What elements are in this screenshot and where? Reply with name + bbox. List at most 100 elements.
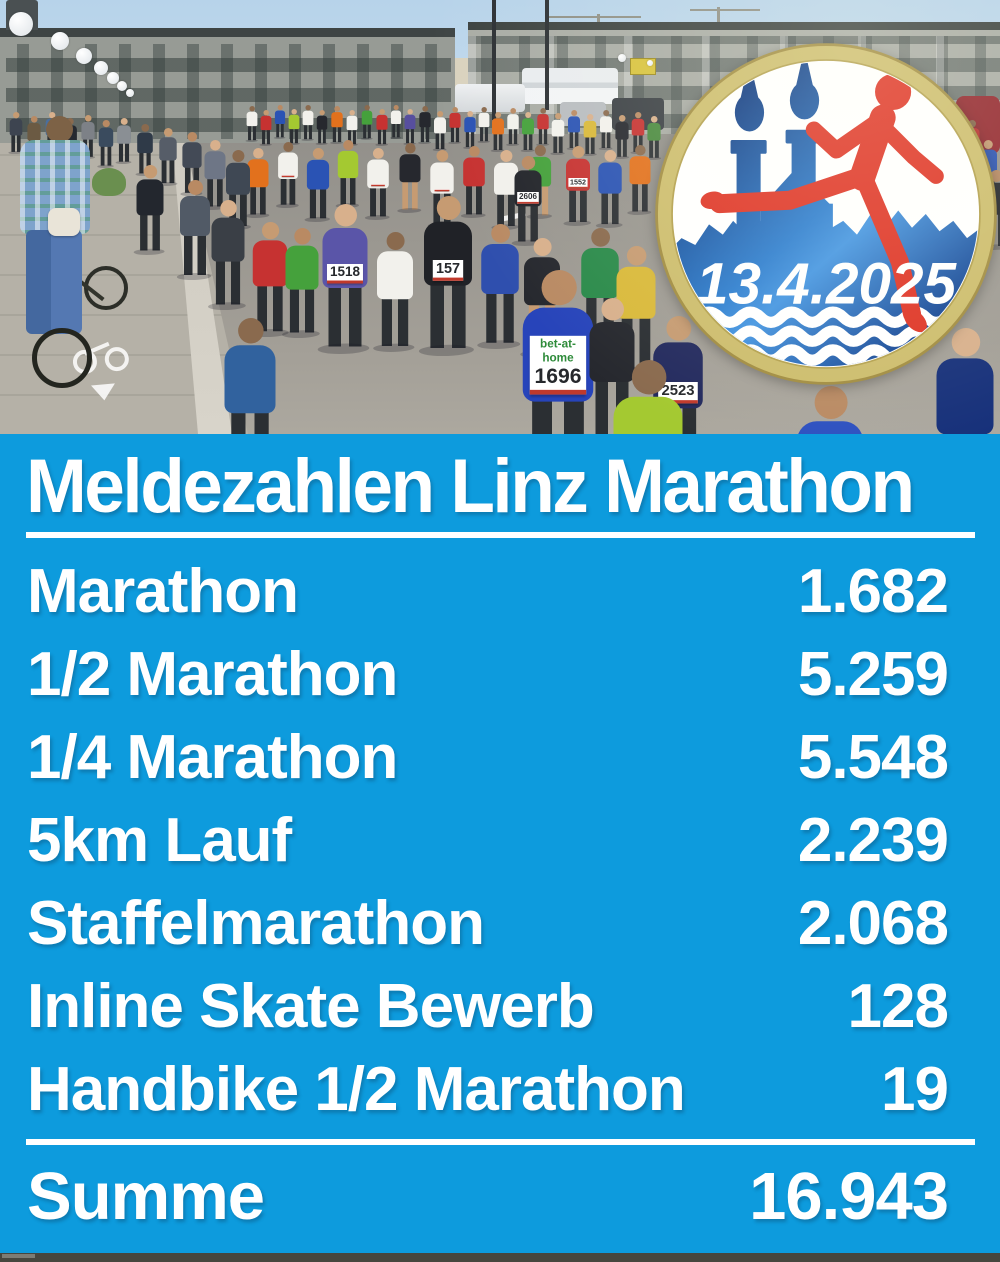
runner-shirt (376, 114, 388, 130)
runner-shirt (306, 159, 330, 190)
runner-head (249, 106, 255, 112)
runner-legs (497, 194, 515, 226)
runner-head (650, 116, 658, 123)
runner-shirt (449, 112, 461, 128)
runner-shirt (98, 127, 114, 147)
runner-head (372, 148, 384, 159)
runner-legs (289, 288, 315, 333)
runner-legs (262, 129, 270, 145)
runner-figure (336, 140, 360, 205)
runner-legs (332, 126, 342, 143)
runner-figure (478, 224, 523, 344)
runner-figure (219, 318, 280, 434)
runner-figure (478, 107, 491, 142)
total-row: Summe 16.943 (27, 1155, 949, 1239)
runner-legs (318, 129, 326, 144)
runner-shirt (568, 116, 580, 133)
runner-shirt (182, 142, 202, 168)
runner-head (312, 148, 324, 160)
runner-shirt (647, 123, 661, 141)
runner-head (665, 316, 691, 341)
runner-figure (365, 148, 391, 217)
runner-head (407, 109, 413, 115)
runner-figure (8, 112, 23, 152)
runner-legs (348, 129, 356, 145)
cyclist (6, 116, 128, 416)
runner-figure (433, 111, 447, 149)
jeans (26, 230, 82, 334)
table-row: Handbike 1/2 Marathon 19 (27, 1048, 949, 1131)
runner-legs (290, 128, 298, 144)
runner-shirt (285, 245, 319, 290)
event-count: 128 (847, 972, 949, 1042)
runner-shirt (583, 120, 597, 138)
runner-shirt (507, 114, 519, 130)
lamp-globe (107, 72, 119, 84)
runner-head (990, 170, 1000, 182)
white-bag (48, 208, 80, 236)
runner-shirt (390, 110, 402, 125)
table-row: 1/2 Marathon 5.259 (27, 633, 949, 716)
runner-figure (506, 108, 520, 145)
runner-figure (931, 328, 999, 434)
runner-shirt: 2606 (514, 170, 542, 207)
runner-legs (523, 134, 533, 150)
event-label: 5km Lauf (27, 806, 292, 876)
runner-head (630, 360, 666, 395)
runner-legs (363, 124, 371, 139)
runner-head (333, 204, 357, 227)
runner-head (141, 124, 149, 132)
runner-figure (276, 142, 300, 205)
total-count: 16.943 (749, 1159, 949, 1235)
runner-shirt (629, 156, 651, 185)
runner-head (634, 145, 646, 156)
runner-legs (633, 135, 643, 152)
runner-legs (465, 131, 475, 148)
runner-head (120, 118, 128, 125)
runner-head (626, 246, 646, 266)
event-label: Marathon (27, 557, 299, 627)
lamp-globe (117, 81, 127, 91)
runner-shirt (137, 132, 153, 154)
runner-head (30, 116, 38, 123)
runner-legs (518, 205, 538, 242)
runner-head (342, 140, 354, 151)
runner-head (500, 150, 512, 162)
table-row: Inline Skate Bewerb 128 (27, 965, 949, 1048)
runner-legs (118, 143, 130, 162)
runner-figure (390, 105, 402, 138)
runner-head (187, 180, 203, 195)
runner-shirt (204, 151, 226, 180)
event-count: 19 (881, 1055, 949, 1125)
runner-figure: 157 (419, 196, 477, 350)
runner-shirt: 1518 (322, 228, 368, 288)
runner-figure (599, 110, 613, 148)
runner-figure (491, 112, 505, 150)
runner-legs (392, 123, 400, 138)
runner-icon (700, 73, 944, 333)
runner-head (521, 156, 535, 170)
runner-legs (280, 178, 296, 205)
street-lamp (647, 60, 653, 66)
runner-figure (567, 110, 581, 148)
runner-figure (627, 145, 652, 212)
runner-head (293, 228, 311, 245)
runner-head (603, 110, 609, 116)
runner-shirt: bet-at-home 1696 (522, 307, 594, 402)
runner-shirt (419, 112, 431, 128)
runner-legs (450, 127, 460, 143)
street-lamp (94, 61, 108, 75)
runner-head (572, 146, 584, 158)
runner-legs (508, 128, 518, 145)
runner-shirt (361, 110, 373, 125)
runner-legs (328, 286, 362, 347)
runner-head (495, 112, 501, 118)
runner-figure (177, 180, 213, 276)
runner-figure: bet-at-home 1696 (516, 270, 601, 434)
runner-shirt (246, 111, 258, 127)
lamp-globe (76, 48, 92, 64)
runner-figure (245, 148, 270, 215)
runner-legs (569, 190, 587, 222)
event-label: 1/4 Marathon (27, 723, 398, 793)
table-row: 5km Lauf 2.239 (27, 799, 949, 882)
